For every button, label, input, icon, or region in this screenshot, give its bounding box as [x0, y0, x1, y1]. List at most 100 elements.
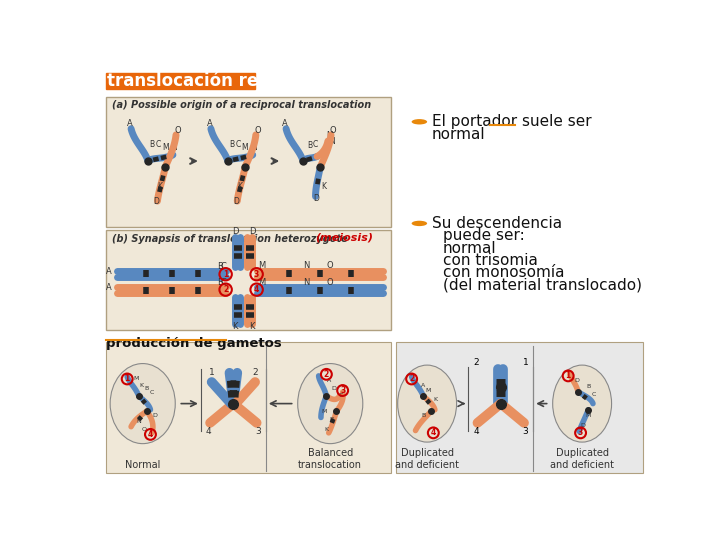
Text: C: C: [156, 140, 161, 149]
Text: C: C: [312, 140, 318, 149]
FancyBboxPatch shape: [106, 342, 391, 473]
Text: D: D: [153, 197, 159, 206]
Text: Duplicated
and deficient: Duplicated and deficient: [550, 448, 614, 470]
FancyBboxPatch shape: [106, 231, 391, 330]
Text: 1: 1: [523, 357, 528, 367]
Text: D: D: [248, 227, 255, 236]
Text: con monosomía: con monosomía: [443, 265, 564, 280]
Text: N: N: [330, 137, 336, 146]
Text: O: O: [329, 126, 336, 134]
Text: 4: 4: [254, 285, 259, 294]
Text: 4: 4: [431, 428, 436, 437]
Text: C: C: [235, 140, 240, 149]
Text: O: O: [142, 427, 147, 431]
Text: O: O: [254, 126, 261, 134]
Text: B: B: [421, 414, 426, 418]
Text: B: B: [145, 386, 149, 391]
Text: producción de gametos: producción de gametos: [106, 338, 282, 350]
Text: K: K: [139, 383, 143, 388]
Text: N: N: [171, 143, 177, 152]
Text: 1: 1: [125, 374, 130, 383]
FancyBboxPatch shape: [106, 97, 391, 226]
Text: K: K: [249, 322, 255, 331]
Text: 2: 2: [223, 285, 228, 294]
Text: K: K: [157, 182, 162, 191]
Text: M: M: [242, 143, 248, 152]
Text: N: N: [303, 261, 310, 270]
Text: M: M: [426, 388, 431, 393]
Text: K: K: [322, 182, 327, 191]
Text: O: O: [326, 278, 333, 287]
Text: 2: 2: [324, 370, 329, 379]
Text: C: C: [150, 390, 154, 395]
Text: 3: 3: [578, 428, 583, 437]
Text: 4: 4: [148, 430, 153, 439]
Text: D: D: [233, 197, 239, 206]
Text: D: D: [152, 414, 157, 418]
Text: M: M: [162, 143, 168, 152]
Text: M: M: [134, 376, 139, 381]
Text: puede ser:: puede ser:: [443, 228, 524, 243]
Text: O: O: [326, 261, 333, 270]
Text: A: A: [106, 267, 112, 275]
Text: C: C: [220, 262, 226, 271]
Text: (meiosis): (meiosis): [315, 233, 373, 242]
Ellipse shape: [297, 363, 363, 444]
Text: N: N: [251, 143, 257, 152]
Text: con trisomia: con trisomia: [443, 253, 538, 268]
Ellipse shape: [553, 365, 611, 442]
Text: normal: normal: [443, 240, 496, 255]
Text: M: M: [258, 261, 266, 270]
Text: translocación recíproca: translocación recíproca: [107, 72, 326, 90]
Text: 3: 3: [254, 270, 259, 279]
Text: C: C: [339, 394, 343, 399]
Text: Su descendencia: Su descendencia: [432, 216, 562, 231]
FancyBboxPatch shape: [396, 342, 642, 473]
Ellipse shape: [412, 221, 427, 226]
Ellipse shape: [110, 363, 175, 444]
Text: 2: 2: [252, 368, 258, 377]
Text: K: K: [433, 397, 438, 402]
Text: N: N: [303, 278, 310, 287]
Text: K: K: [237, 182, 242, 191]
Text: A: A: [421, 383, 426, 388]
Text: C: C: [220, 278, 226, 287]
Text: M: M: [326, 131, 333, 140]
Text: M: M: [258, 278, 266, 287]
Text: 1: 1: [565, 372, 571, 380]
Text: 4: 4: [206, 427, 212, 436]
Text: B: B: [150, 140, 155, 149]
Text: M: M: [585, 414, 590, 418]
Text: 3: 3: [256, 427, 261, 436]
Text: 1: 1: [209, 368, 215, 377]
Text: El portador suele ser: El portador suele ser: [432, 114, 591, 129]
Text: C: C: [591, 392, 596, 397]
Text: (b) Synapsis of translocation heterozygote: (b) Synapsis of translocation heterozygo…: [112, 234, 348, 244]
Text: 3: 3: [340, 386, 346, 395]
Text: K: K: [324, 427, 328, 431]
Text: 1: 1: [223, 270, 228, 279]
Text: D: D: [232, 227, 238, 236]
Ellipse shape: [397, 365, 456, 442]
Ellipse shape: [412, 119, 427, 125]
Text: K: K: [232, 322, 238, 331]
Text: (a) Possible origin of a reciprocal translocation: (a) Possible origin of a reciprocal tran…: [112, 100, 371, 110]
Text: Duplicated
and deficient: Duplicated and deficient: [395, 448, 459, 470]
Text: 2: 2: [473, 357, 479, 367]
Text: O: O: [174, 126, 181, 134]
Text: B: B: [217, 278, 222, 287]
Text: normal: normal: [432, 126, 485, 141]
Text: M: M: [321, 409, 327, 414]
Text: B: B: [330, 416, 334, 422]
Text: A: A: [327, 378, 330, 383]
Text: N: N: [137, 419, 141, 424]
Text: B: B: [229, 140, 235, 149]
Text: Balanced
translocation: Balanced translocation: [298, 448, 362, 470]
Text: A: A: [106, 283, 112, 292]
FancyBboxPatch shape: [106, 72, 255, 90]
Text: D: D: [332, 386, 336, 391]
Text: Normal: Normal: [125, 460, 161, 470]
Text: A: A: [207, 119, 212, 129]
Text: B: B: [217, 262, 222, 271]
Text: D: D: [575, 378, 580, 383]
